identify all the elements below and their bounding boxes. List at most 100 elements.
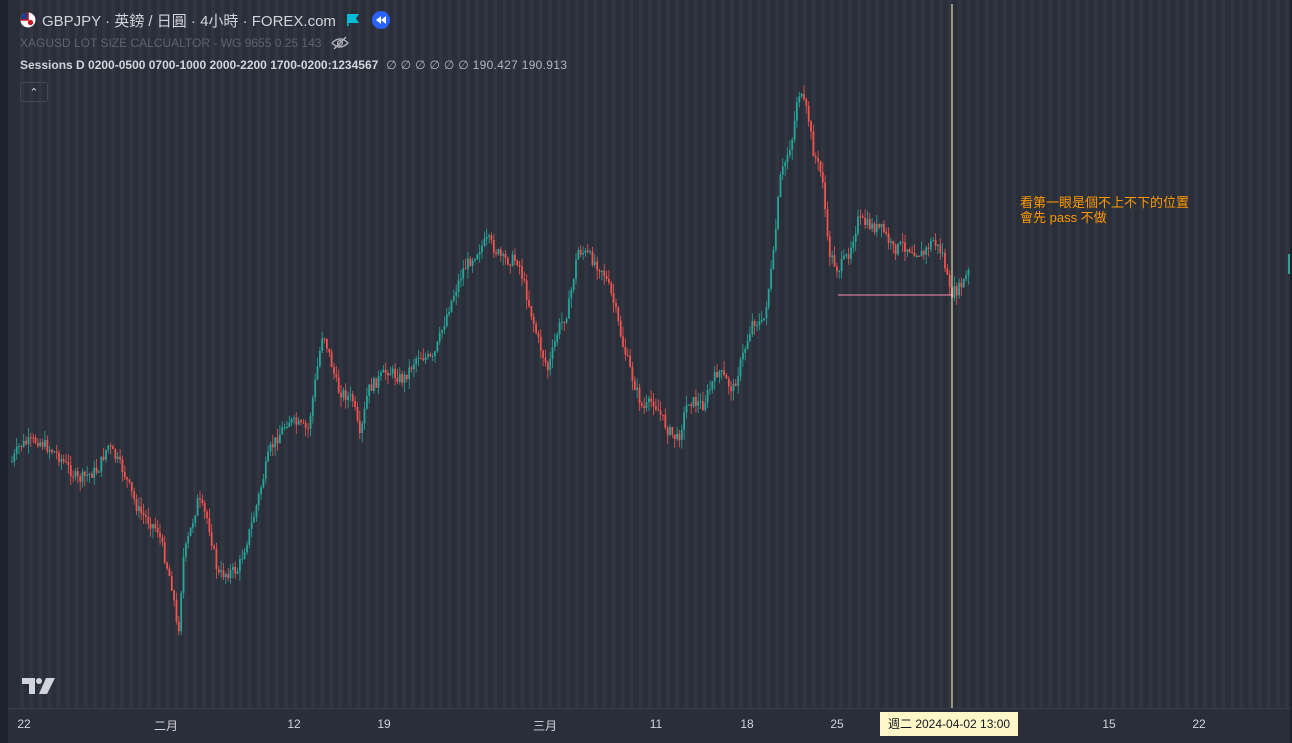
candle-body: [154, 524, 157, 528]
session-band: [302, 0, 307, 708]
candle-body: [410, 367, 413, 369]
session-band: [939, 0, 944, 708]
indicator-lot-size-label[interactable]: XAGUSD LOT SIZE CALCUALTOR - WG 9655 0.2…: [20, 36, 322, 50]
candle-body: [274, 437, 277, 448]
candle-body: [189, 527, 192, 536]
session-band: [602, 0, 607, 708]
session-band: [74, 0, 79, 708]
candle-body: [102, 456, 105, 460]
candle-body: [161, 537, 164, 543]
session-band: [629, 0, 634, 708]
candle-body: [304, 423, 307, 428]
session-band: [875, 0, 880, 708]
session-band: [402, 0, 407, 708]
candle-body: [37, 442, 39, 446]
candle-body: [713, 372, 716, 382]
price-chart[interactable]: [8, 0, 1290, 708]
sessions-indicator-label[interactable]: Sessions D 0200-0500 0700-1000 2000-2200…: [20, 58, 379, 72]
replay-icon[interactable]: [371, 11, 390, 29]
indicator-lot-size-row[interactable]: XAGUSD LOT SIZE CALCUALTOR - WG 9655 0.2…: [20, 32, 567, 54]
candle-body: [669, 426, 671, 435]
candle-body: [121, 459, 124, 472]
chart-plot-area[interactable]: [8, 0, 1290, 708]
candle-body: [626, 354, 629, 356]
indicator-sessions-row[interactable]: Sessions D 0200-0500 0700-1000 2000-2200…: [20, 54, 567, 76]
flag-icon[interactable]: [346, 13, 360, 27]
candle-body: [415, 358, 418, 365]
candle-body: [192, 523, 194, 528]
candle-body: [224, 574, 227, 578]
session-band: [429, 0, 434, 708]
candle-body: [810, 121, 812, 132]
candles: [11, 85, 970, 636]
candle-body: [196, 498, 199, 516]
time-axis-label: 15: [1102, 717, 1116, 731]
candle-body: [387, 373, 389, 376]
candle-body: [60, 459, 63, 462]
eye-hidden-icon[interactable]: [331, 36, 350, 50]
session-band: [120, 0, 125, 708]
candle-body: [116, 456, 119, 459]
session-band: [229, 0, 234, 708]
session-band: [620, 0, 625, 708]
session-band: [775, 0, 780, 708]
candle-body: [199, 498, 201, 500]
symbol-row[interactable]: GBPJPY · 英鎊 / 日圓 · 4小時 · FOREX.com: [20, 8, 567, 32]
candle-body: [497, 249, 500, 254]
candle-body: [711, 381, 714, 390]
time-axis[interactable]: 22 二月 12 19 三月 11 18 25 15 22 週二 2024-04…: [8, 708, 1290, 743]
candle-body: [22, 440, 25, 447]
candle-body: [98, 471, 100, 473]
candle-body: [716, 372, 718, 378]
session-band: [793, 0, 798, 708]
candle-body: [756, 325, 758, 327]
session-band: [320, 0, 325, 708]
candle-body: [220, 570, 222, 573]
chart-text-annotation[interactable]: 看第一眼是個不上不下的位置 會先 pass 不做: [1020, 195, 1189, 225]
session-band: [1157, 0, 1162, 708]
candle-body: [586, 250, 589, 252]
candle-body: [328, 348, 331, 353]
candle-body: [817, 157, 819, 162]
tradingview-logo-icon[interactable]: [22, 676, 56, 696]
candle-body: [631, 366, 634, 381]
candle-body: [883, 224, 885, 232]
candle-body: [763, 318, 765, 320]
collapse-legend-button[interactable]: ⌃: [20, 82, 48, 102]
candle-body: [302, 422, 305, 424]
session-band: [884, 0, 889, 708]
candle-body: [474, 259, 476, 261]
symbol-title[interactable]: GBPJPY · 英鎊 / 日圓 · 4小時 · FOREX.com: [42, 12, 336, 30]
candle-body: [255, 505, 258, 518]
candle-body: [941, 252, 944, 254]
candle-body: [130, 482, 133, 492]
candle-body: [866, 219, 869, 225]
session-band: [174, 0, 179, 708]
candle-body: [389, 373, 392, 376]
candle-body: [398, 373, 401, 382]
candle-body: [718, 371, 721, 378]
candle-body: [65, 461, 67, 463]
time-axis-label: 18: [740, 717, 754, 731]
candle-body: [927, 247, 930, 250]
candle-body: [657, 409, 660, 411]
candle-body: [443, 326, 446, 330]
candle-body: [149, 523, 152, 529]
candle-body: [530, 306, 533, 317]
candle-body: [904, 242, 906, 252]
candle-body: [565, 318, 568, 323]
candle-body: [727, 378, 730, 387]
session-band: [1011, 0, 1016, 708]
candle-body: [847, 254, 850, 259]
candle-body: [930, 240, 932, 250]
candle-body: [643, 405, 646, 408]
candle-body: [777, 197, 779, 229]
candle-body: [648, 398, 650, 403]
candle-body: [450, 300, 453, 312]
session-band: [575, 0, 580, 708]
session-band: [1257, 0, 1262, 708]
session-band: [1057, 0, 1062, 708]
candle-body: [965, 275, 967, 279]
session-band: [1084, 0, 1089, 708]
